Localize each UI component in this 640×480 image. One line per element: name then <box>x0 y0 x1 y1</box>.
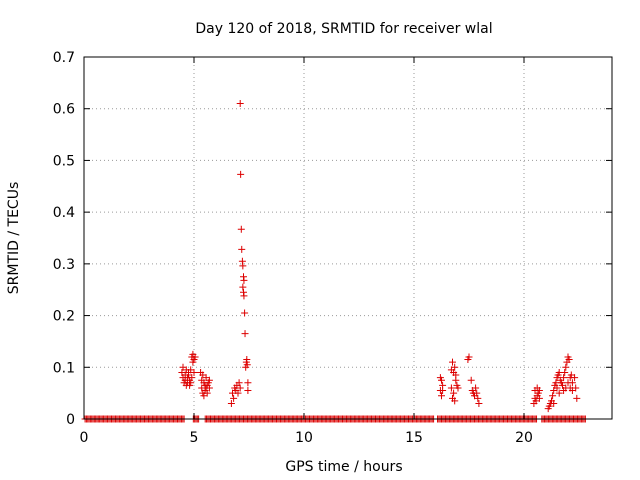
data-point <box>473 389 481 397</box>
data-point <box>535 394 543 402</box>
data-point <box>244 387 252 395</box>
data-point <box>237 225 245 233</box>
data-point <box>203 389 211 397</box>
data-point <box>191 353 199 361</box>
y-tick-label: 0 <box>66 412 75 428</box>
data-point <box>571 374 579 382</box>
data-point <box>472 384 480 392</box>
y-tick-label: 0.3 <box>53 257 75 273</box>
data-points <box>178 100 581 413</box>
x-tick-label: 10 <box>295 430 313 446</box>
y-tick-label: 0.6 <box>53 102 75 118</box>
data-point <box>572 384 580 392</box>
data-point <box>450 389 458 397</box>
data-point <box>236 100 244 108</box>
data-point <box>234 389 242 397</box>
data-point <box>205 384 213 392</box>
data-point <box>188 374 196 382</box>
data-point <box>447 384 455 392</box>
data-point <box>439 387 447 395</box>
data-point <box>475 399 483 407</box>
data-point <box>236 384 244 392</box>
data-point <box>465 353 473 361</box>
plot-area-border <box>83 56 613 420</box>
data-point <box>474 394 482 402</box>
data-point <box>205 376 213 384</box>
data-point <box>549 392 557 400</box>
data-point <box>451 363 459 371</box>
data-point <box>451 397 459 405</box>
data-point <box>553 384 561 392</box>
data-point <box>239 283 247 291</box>
data-point <box>240 292 248 300</box>
y-tick-label: 0.4 <box>53 205 75 221</box>
x-tick-label: 0 <box>80 430 89 446</box>
data-point <box>438 376 445 384</box>
axis-ticks: 0 5 10 15 20 0 0.1 0.2 0.3 0.4 0.5 0.6 0.7 <box>53 50 612 446</box>
x-axis-label: GPS time / hours <box>285 459 402 475</box>
data-point <box>230 394 238 402</box>
data-point <box>243 361 251 369</box>
data-point <box>550 399 558 407</box>
grid <box>84 57 612 419</box>
data-point <box>449 358 456 366</box>
data-point <box>568 379 576 387</box>
data-point <box>241 309 249 317</box>
x-tick-label: 15 <box>405 430 423 446</box>
data-point <box>244 379 252 387</box>
data-point <box>190 368 198 376</box>
data-point <box>227 399 235 407</box>
data-point <box>573 394 581 402</box>
data-point <box>238 245 246 253</box>
data-point <box>561 368 569 376</box>
y-tick-label: 0.1 <box>53 360 75 376</box>
data-point <box>237 170 245 178</box>
data-point <box>241 330 249 338</box>
data-point <box>562 363 570 371</box>
data-point <box>555 389 563 397</box>
data-point <box>565 356 573 364</box>
y-tick-label: 0.7 <box>53 50 75 66</box>
data-point <box>535 387 543 395</box>
data-point <box>239 262 247 270</box>
chart-title: Day 120 of 2018, SRMTID for receiver wla… <box>195 21 492 37</box>
y-axis-label: SRMTID / TECUs <box>6 182 22 295</box>
data-point <box>240 276 248 284</box>
data-point <box>438 392 445 400</box>
data-point <box>452 371 460 379</box>
x-tick-label: 5 <box>190 430 199 446</box>
x-tick-label: 20 <box>515 430 533 446</box>
data-point <box>560 374 568 382</box>
data-point <box>235 379 243 387</box>
y-tick-label: 0.2 <box>53 309 75 325</box>
data-point <box>467 376 475 384</box>
data-point <box>187 379 195 387</box>
y-tick-label: 0.5 <box>53 153 75 169</box>
data-point <box>454 384 462 392</box>
